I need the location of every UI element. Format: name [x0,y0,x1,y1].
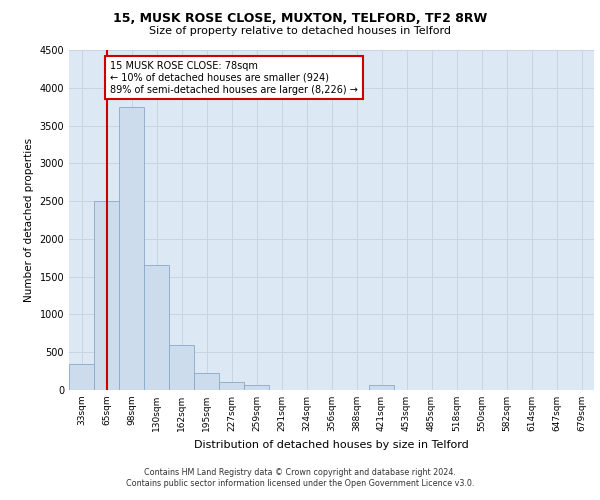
Bar [144,266,169,390]
Y-axis label: Number of detached properties: Number of detached properties [24,138,34,302]
Bar [369,386,394,390]
Bar [94,201,119,390]
Text: Size of property relative to detached houses in Telford: Size of property relative to detached ho… [149,26,451,36]
Text: 15, MUSK ROSE CLOSE, MUXTON, TELFORD, TF2 8RW: 15, MUSK ROSE CLOSE, MUXTON, TELFORD, TF… [113,12,487,26]
Bar [69,364,94,390]
Bar [194,374,219,390]
X-axis label: Distribution of detached houses by size in Telford: Distribution of detached houses by size … [194,440,469,450]
Bar [119,106,144,390]
Bar [169,344,194,390]
Text: 15 MUSK ROSE CLOSE: 78sqm
← 10% of detached houses are smaller (924)
89% of semi: 15 MUSK ROSE CLOSE: 78sqm ← 10% of detac… [110,62,358,94]
Bar [219,382,244,390]
Text: Contains HM Land Registry data © Crown copyright and database right 2024.
Contai: Contains HM Land Registry data © Crown c… [126,468,474,487]
Bar [244,386,269,390]
